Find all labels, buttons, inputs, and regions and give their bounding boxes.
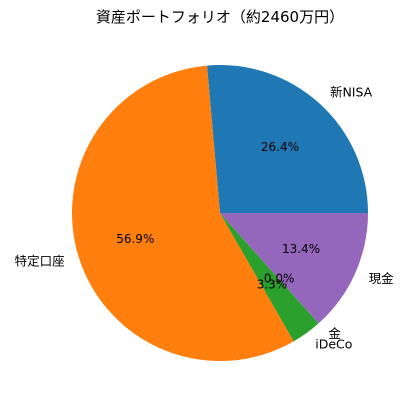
slice-percent-label: 13.4%: [282, 242, 320, 256]
chart-title: 資産ポートフォリオ（約2460万円）: [96, 8, 344, 26]
pie-slice-0: [206, 65, 368, 213]
slice-label: 現金: [369, 271, 395, 286]
slice-label: 新NISA: [330, 84, 373, 99]
pie-slices: [72, 65, 368, 361]
pie-slice-1: [72, 65, 294, 361]
slice-label: iDeCo: [315, 337, 352, 352]
pie-slice-2: [220, 213, 319, 342]
slice-label: 金: [328, 326, 341, 341]
pie-slice-4: [220, 213, 368, 324]
slice-percent-label: 26.4%: [261, 140, 299, 154]
slice-label: 特定口座: [15, 253, 65, 268]
slice-percent-label: 3.3%: [257, 278, 288, 292]
pie-labels: 新NISA 26.4% 特定口座 56.9% iDeCo 3.3% 金 0.0% 現金 13.4%: [15, 84, 394, 351]
slice-percent-label: 0.0%: [264, 272, 295, 286]
slice-percent-label: 56.9%: [116, 232, 154, 246]
